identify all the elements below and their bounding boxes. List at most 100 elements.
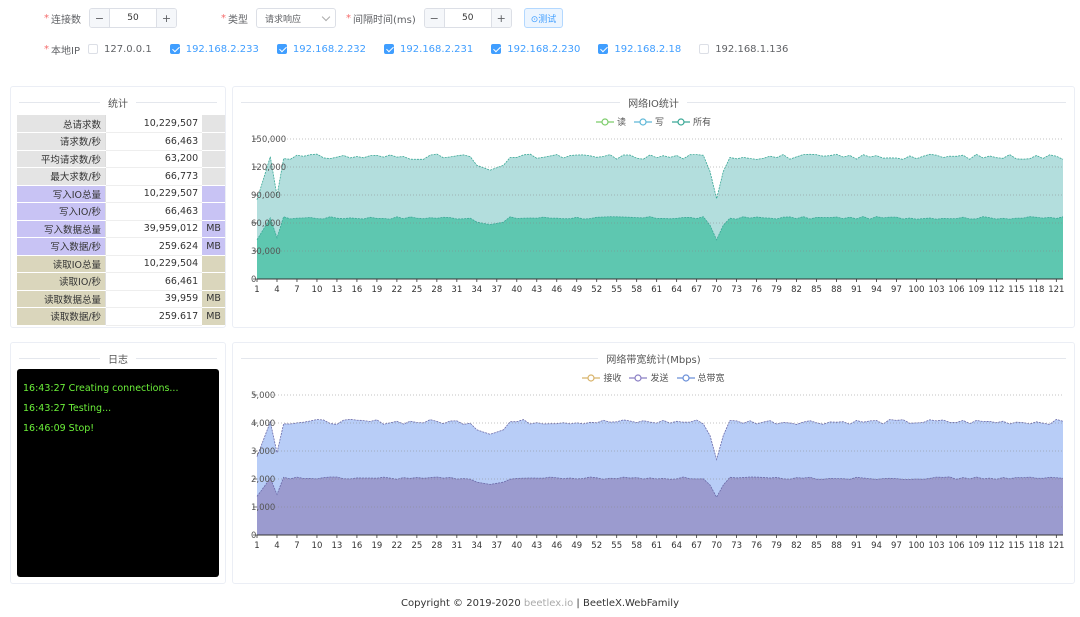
x-tick-label: 106: [948, 541, 964, 551]
stat-value: 10,229,507: [105, 115, 203, 133]
x-tick-label: 100: [908, 285, 924, 295]
bandwidth-chart: 0 1,000 2,000 3,000 4,000 5,000 1 4 7 10 13 16 19 22 2…: [251, 391, 1064, 551]
x-tick-label: 55: [611, 285, 622, 295]
interval-stepper: − +: [423, 8, 512, 28]
x-tick-label: 34: [471, 285, 482, 295]
y-tick-label: 1,000: [251, 503, 275, 513]
ip-row: * 本地IP 127.0.0.1 192.168.2.233 192.168.2.2…: [44, 39, 788, 59]
x-tick-label: 64: [671, 541, 682, 551]
stat-label: 读取IO总量: [17, 255, 106, 273]
connections-label: 连接数: [51, 14, 81, 26]
stat-label: 写入IO/秒: [17, 202, 106, 221]
x-tick-label: 91: [851, 541, 862, 551]
legend-item[interactable]: 发送: [629, 371, 669, 384]
x-tick-label: 25: [411, 285, 422, 295]
checkbox-checked-icon: [598, 44, 609, 54]
bandwidth-chart-panel: 网络带宽统计(Mbps) 接收 发送 总带宽 0 1,000 2,000 3,000 4,0…: [232, 342, 1075, 584]
stats-row: 平均请求数/秒 63,200: [17, 150, 225, 168]
stats-row: 读取数据/秒 259.617 MB: [17, 307, 225, 326]
x-tick-label: 103: [928, 285, 944, 295]
area-series-low: [257, 216, 1063, 279]
y-tick-label: 120,000: [251, 163, 286, 173]
x-tick-label: 49: [571, 541, 582, 551]
stats-row: 请求数/秒 66,463: [17, 132, 225, 151]
x-tick-label: 52: [591, 541, 602, 551]
x-tick-label: 64: [671, 285, 682, 295]
legend-marker-icon: [582, 373, 601, 382]
y-tick-label: 150,000: [251, 135, 286, 145]
stat-label: 读取数据/秒: [17, 307, 106, 326]
stat-unit: MB: [202, 307, 225, 326]
ip-checkbox-5[interactable]: 192.168.2.18: [598, 44, 681, 55]
ip-label: 192.168.1.136: [715, 43, 789, 55]
stats-row: 读取IO/秒 66,461: [17, 272, 225, 291]
x-tick-label: 37: [491, 541, 502, 551]
ip-checkbox-6[interactable]: 192.168.1.136: [699, 44, 788, 55]
x-tick-label: 73: [731, 541, 742, 551]
stat-value: 259.624: [105, 237, 203, 256]
log-title: 日志: [11, 351, 225, 366]
x-tick-label: 121: [1048, 285, 1064, 295]
y-tick-label: 3,000: [251, 447, 275, 457]
x-tick-label: 115: [1008, 541, 1024, 551]
stat-label: 写入数据/秒: [17, 237, 106, 256]
ip-label: 192.168.2.231: [400, 43, 474, 55]
ip-label: 192.168.2.232: [292, 43, 367, 55]
ip-checkbox-3[interactable]: 192.168.2.231: [384, 44, 473, 55]
interval-decrement-button[interactable]: −: [424, 9, 445, 27]
test-button[interactable]: ⊙测试: [523, 8, 564, 28]
x-tick-label: 94: [871, 285, 882, 295]
legend-item[interactable]: 所有: [672, 115, 711, 128]
x-tick-label: 31: [451, 285, 462, 295]
x-tick-label: 55: [611, 541, 622, 551]
interval-increment-button[interactable]: +: [490, 9, 511, 27]
stats-row: 最大求数/秒 66,773: [17, 167, 225, 186]
x-tick-label: 61: [651, 541, 662, 551]
log-line: 16:43:27 Testing...: [23, 403, 112, 414]
stats-table: 总请求数 10,229,507 请求数/秒 66,463 平均请求数/秒 63,200 最大…: [17, 115, 225, 326]
x-tick-label: 73: [731, 285, 742, 295]
connections-decrement-button[interactable]: −: [90, 9, 110, 27]
legend-item[interactable]: 接收: [582, 371, 621, 384]
bandwidth-chart-title: 网络带宽统计(Mbps): [233, 351, 1074, 366]
x-tick-label: 22: [391, 285, 402, 295]
x-tick-label: 94: [871, 541, 882, 551]
x-tick-label: 97: [891, 541, 902, 551]
x-tick-label: 10: [312, 541, 323, 551]
x-tick-label: 19: [371, 541, 382, 551]
ip-label: 192.168.2.18: [614, 43, 682, 55]
stats-row: 读取IO总量 10,229,504: [17, 255, 225, 273]
legend-item[interactable]: 读: [595, 115, 626, 128]
legend-item[interactable]: 总带宽: [676, 371, 725, 384]
type-label: 类型: [228, 14, 248, 26]
io-chart-legend: 读 写 所有: [233, 115, 1074, 128]
connections-increment-button[interactable]: +: [156, 9, 176, 27]
ip-checkbox-4[interactable]: 192.168.2.230: [491, 44, 580, 55]
ip-checkbox-1[interactable]: 192.168.2.233: [169, 44, 259, 55]
series-line-high: [256, 153, 1064, 200]
stat-unit: [202, 150, 225, 168]
x-tick-label: 79: [771, 285, 782, 295]
legend-item[interactable]: 写: [633, 115, 664, 128]
stats-row: 写入IO总量 10,229,507: [17, 185, 225, 203]
x-tick-label: 118: [1028, 541, 1044, 551]
checkbox-checked-icon: [169, 44, 180, 54]
x-tick-label: 4: [274, 541, 279, 551]
footer-brand-link[interactable]: beetlex.io: [523, 598, 574, 609]
x-tick-label: 25: [411, 541, 422, 551]
type-select[interactable]: 请求响应: [256, 8, 336, 28]
x-tick-label: 16: [352, 541, 363, 551]
ip-checkbox-2[interactable]: 192.168.2.232: [276, 43, 367, 55]
chevron-down-icon: [321, 12, 331, 21]
x-tick-label: 58: [631, 541, 642, 551]
checkbox-checked-icon: [384, 44, 395, 54]
x-tick-label: 40: [511, 285, 522, 295]
stat-unit: [202, 132, 225, 151]
connections-input[interactable]: [110, 9, 156, 27]
stat-value: 259.617: [105, 307, 203, 326]
stat-value: 10,229,507: [105, 185, 203, 203]
stat-unit: MB: [202, 290, 225, 308]
interval-input[interactable]: [444, 9, 491, 27]
ip-checkbox-0[interactable]: 127.0.0.1: [87, 44, 152, 55]
x-tick-label: 118: [1028, 285, 1044, 295]
